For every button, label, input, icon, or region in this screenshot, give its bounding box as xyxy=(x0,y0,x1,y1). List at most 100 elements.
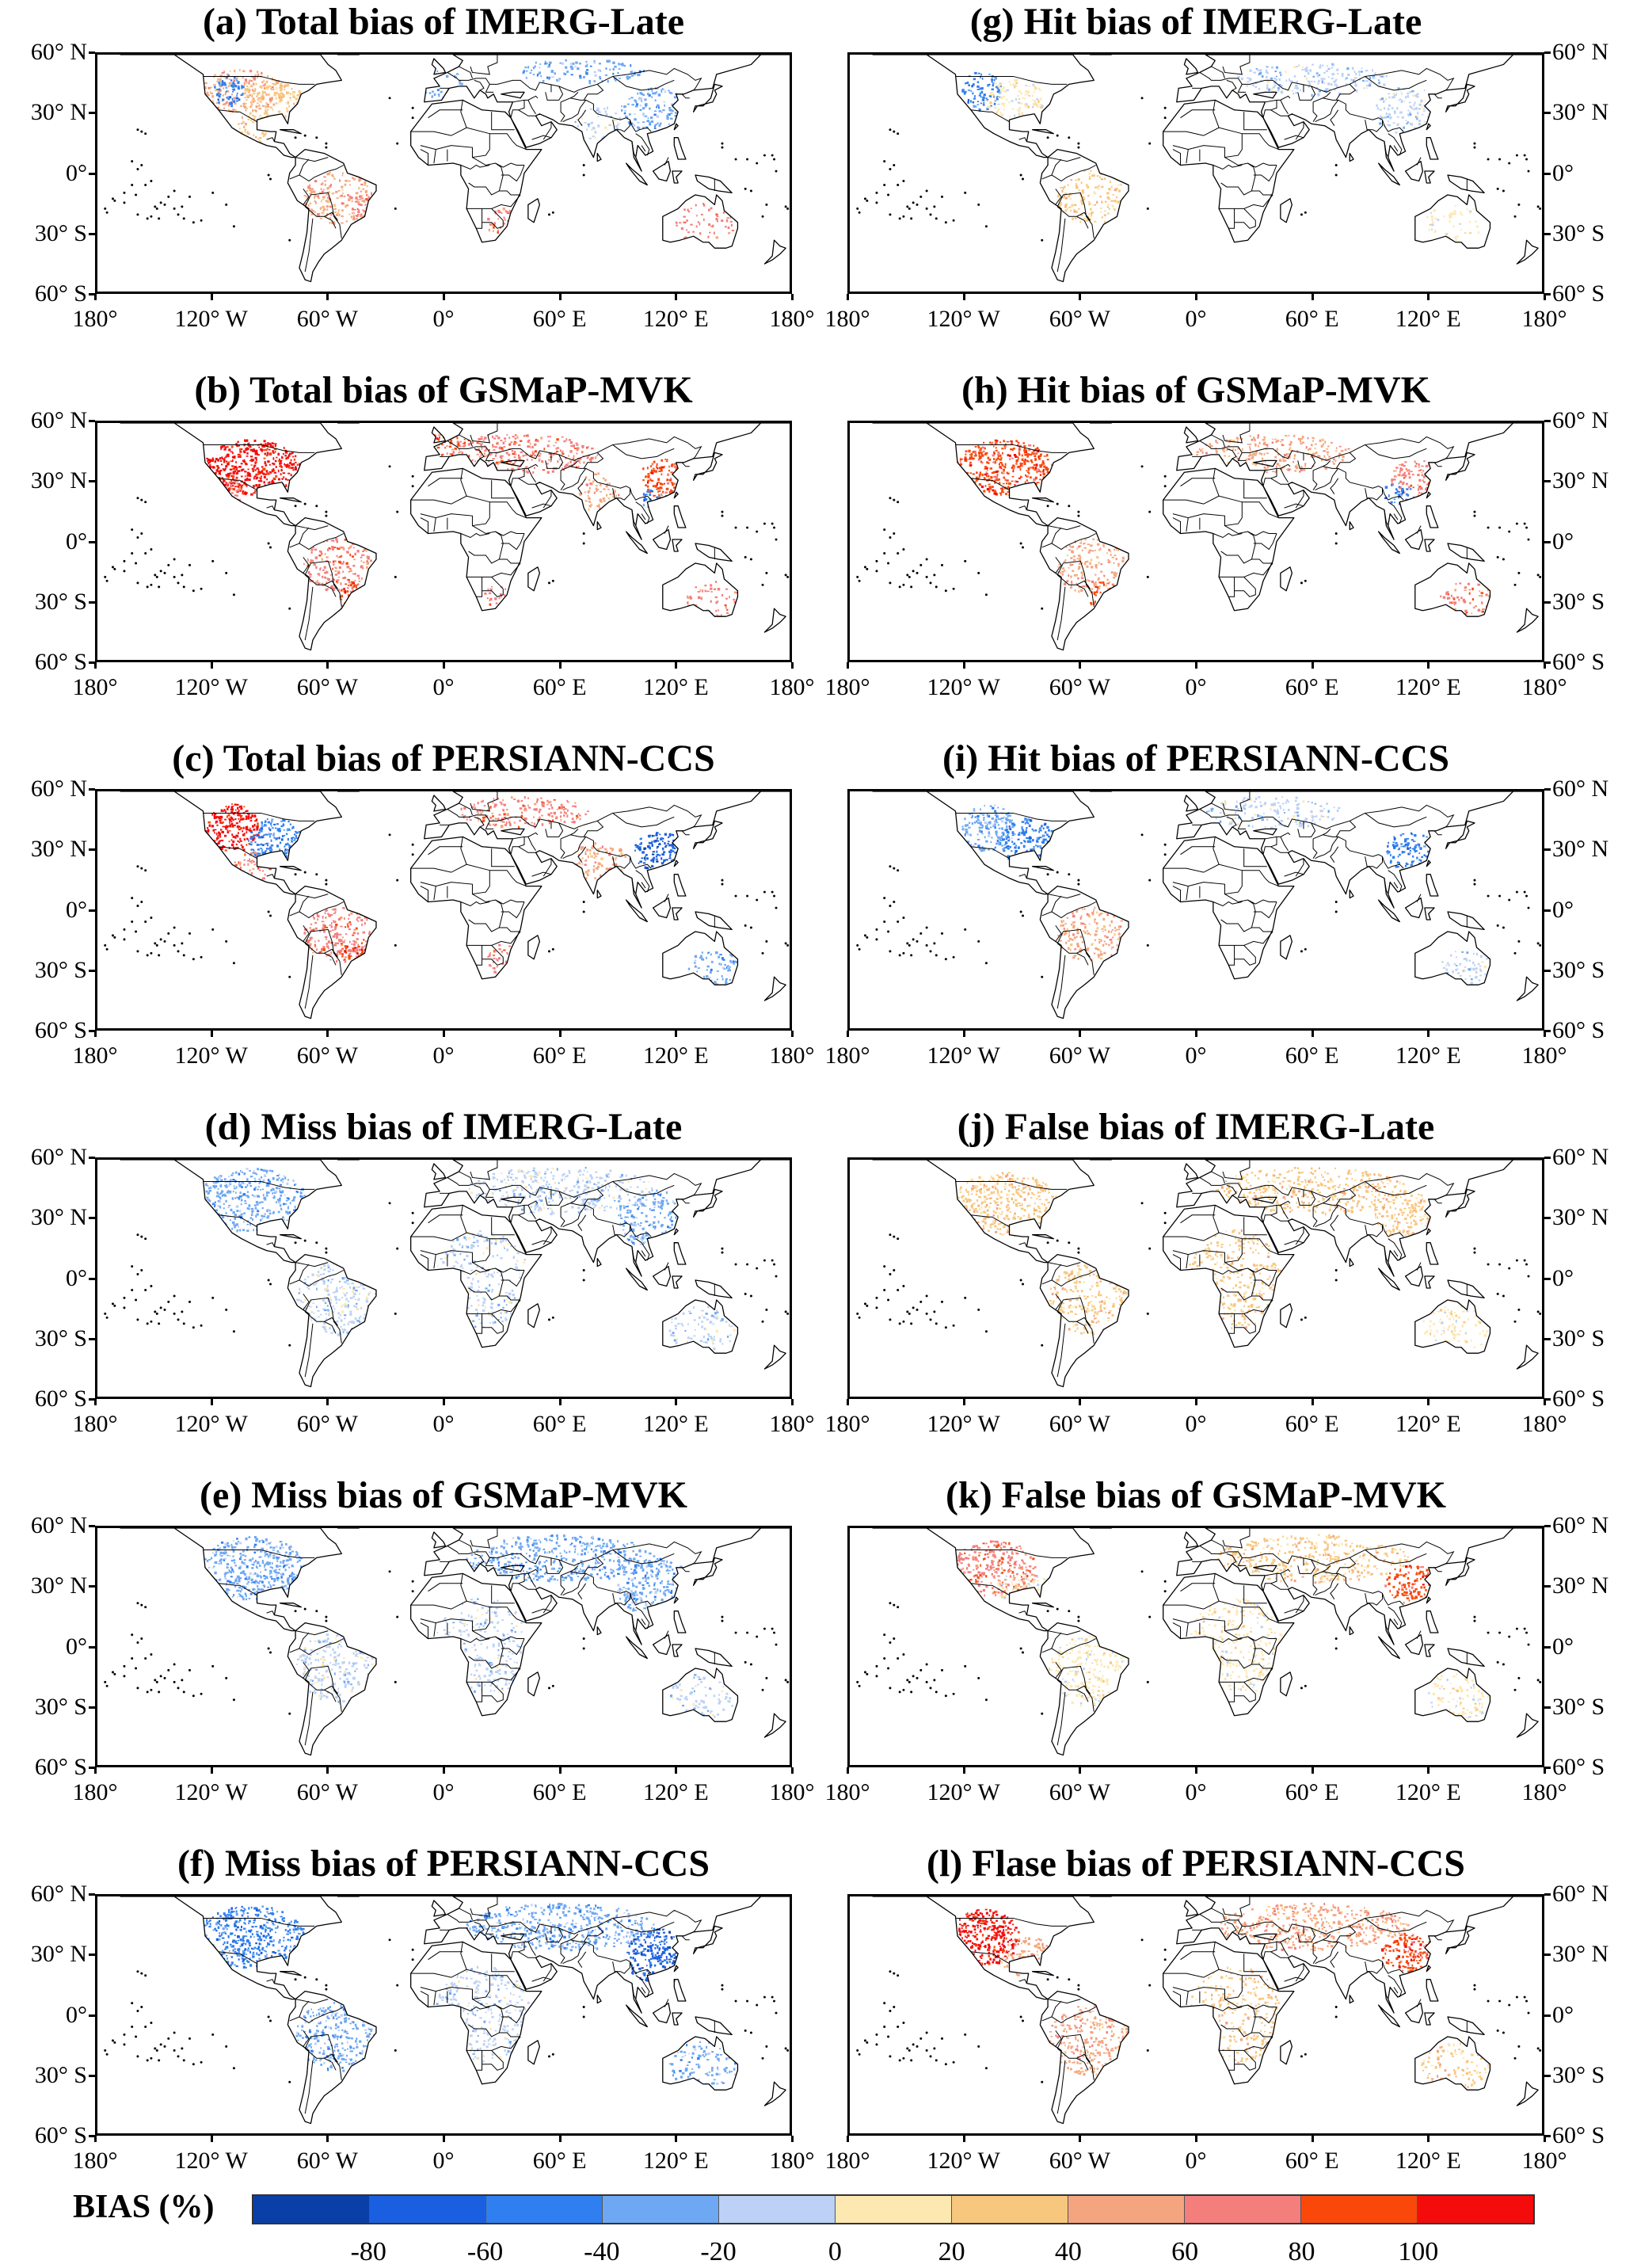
bias-pixel xyxy=(240,806,243,809)
landmass-madagascar xyxy=(527,566,540,591)
bias-pixel xyxy=(278,1222,280,1224)
country-border xyxy=(641,145,646,152)
bias-pixel xyxy=(323,576,326,579)
country-border xyxy=(470,55,498,75)
bias-pixel xyxy=(251,1210,254,1213)
bias-pixel xyxy=(689,475,692,477)
bias-pixel xyxy=(446,433,448,436)
bias-pixel xyxy=(246,485,248,487)
bias-pixel xyxy=(588,849,592,852)
bias-pixel xyxy=(246,1207,249,1210)
bias-pixel xyxy=(232,85,235,88)
bias-pixel xyxy=(699,589,702,592)
bias-pixel xyxy=(223,459,226,463)
bias-pixel xyxy=(255,105,258,109)
bias-pixel xyxy=(668,465,671,468)
bias-pixel xyxy=(290,474,292,477)
bias-pixel xyxy=(323,931,325,933)
bias-pixel xyxy=(252,97,255,100)
island-speck xyxy=(721,146,724,149)
bias-pixel xyxy=(649,494,652,496)
bias-pixel xyxy=(347,1283,350,1285)
bias-pixel xyxy=(540,814,544,817)
bias-pixel xyxy=(354,573,356,575)
bias-pixel xyxy=(249,79,251,82)
bias-pixel xyxy=(361,577,363,581)
landmass-philippines xyxy=(674,874,686,897)
bias-pixel xyxy=(284,463,285,466)
bias-pixel xyxy=(343,587,345,590)
bias-pixel xyxy=(331,545,334,549)
bias-pixel xyxy=(275,466,277,468)
bias-pixel xyxy=(566,814,569,818)
bias-pixel xyxy=(207,826,209,829)
bias-pixel xyxy=(348,955,351,959)
bias-pixel xyxy=(216,1179,219,1181)
bias-pixel xyxy=(253,475,257,478)
bias-pixel xyxy=(704,590,707,593)
bias-pixel xyxy=(589,852,592,856)
country-border xyxy=(531,871,552,877)
bias-pixel xyxy=(225,482,227,483)
bias-pixel xyxy=(350,955,352,957)
bias-pixel xyxy=(710,600,712,603)
bias-pixel xyxy=(357,945,360,947)
bias-pixel xyxy=(642,862,646,864)
bias-pixel xyxy=(368,932,371,936)
bias-pixel xyxy=(646,93,649,96)
bias-pixel xyxy=(344,950,347,953)
bias-pixel xyxy=(268,98,272,101)
bias-pixel xyxy=(262,835,265,837)
bias-pixel xyxy=(421,442,423,444)
bias-pixel xyxy=(253,1187,256,1191)
bias-pixel xyxy=(557,460,559,463)
bias-pixel xyxy=(268,448,271,451)
bias-pixel xyxy=(281,1190,284,1193)
bias-pixel xyxy=(243,1212,246,1214)
bias-pixel xyxy=(329,221,331,224)
bias-pixel xyxy=(337,571,341,574)
bias-pixel xyxy=(494,818,497,821)
bias-pixel xyxy=(357,943,360,946)
bias-pixel xyxy=(257,848,260,851)
bias-pixel xyxy=(283,1175,285,1177)
bias-pixel xyxy=(501,455,504,457)
bias-pixel xyxy=(600,70,602,72)
bias-pixel xyxy=(697,591,700,593)
bias-pixel xyxy=(504,219,506,221)
bias-pixel xyxy=(291,826,293,830)
bias-pixel xyxy=(547,459,550,461)
bias-pixel xyxy=(651,463,654,466)
bias-pixel xyxy=(291,463,294,467)
bias-pixel xyxy=(449,441,451,445)
bias-pixel xyxy=(487,809,490,812)
bias-pixel xyxy=(336,959,338,963)
island-speck xyxy=(269,546,272,549)
bias-pixel xyxy=(223,479,226,482)
bias-pixel xyxy=(262,487,266,490)
bias-pixel xyxy=(471,459,474,461)
lon-tick xyxy=(791,1031,794,1037)
bias-pixel xyxy=(352,1268,355,1271)
lon-label: 0° xyxy=(432,306,455,332)
bias-pixel xyxy=(489,824,492,826)
bias-pixel xyxy=(230,84,233,87)
bias-pixel xyxy=(265,1209,268,1211)
bias-pixel xyxy=(668,123,670,125)
bias-pixel xyxy=(686,485,688,487)
bias-pixel xyxy=(345,947,348,950)
bias-pixel xyxy=(620,869,622,872)
bias-pixel xyxy=(664,833,668,836)
bias-pixel xyxy=(322,196,325,199)
bias-pixel xyxy=(259,860,261,863)
bias-pixel xyxy=(651,864,653,867)
bias-pixel xyxy=(257,859,259,861)
bias-pixel xyxy=(605,851,608,853)
bias-pixel xyxy=(581,124,583,126)
bias-pixel xyxy=(588,490,591,493)
bias-pixel xyxy=(539,816,541,818)
bias-pixel xyxy=(336,580,338,583)
bias-pixel xyxy=(232,452,234,455)
coastline-newguinea xyxy=(695,174,733,194)
bias-pixel xyxy=(249,860,253,863)
